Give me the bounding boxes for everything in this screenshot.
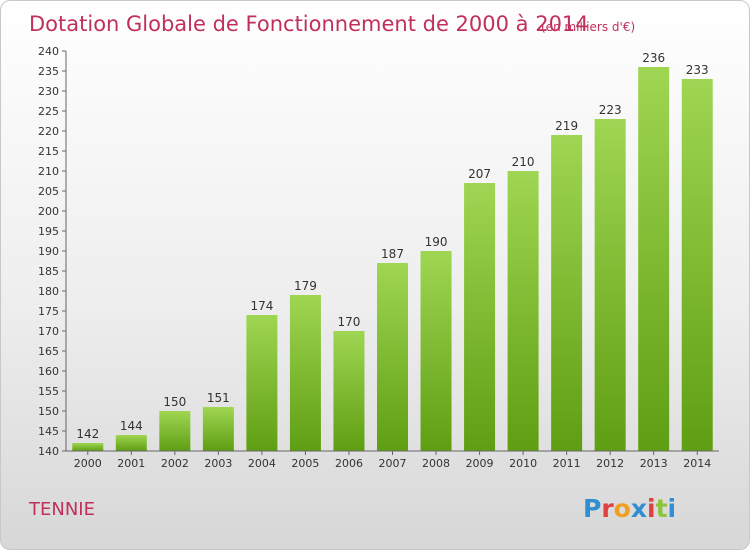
bar-2001 bbox=[115, 435, 147, 451]
bar-2009 bbox=[464, 183, 496, 451]
value-label-2004: 174 bbox=[250, 299, 273, 313]
bar-2004 bbox=[246, 315, 278, 451]
x-axis: 2000 2001 2002 2003 2004 2005 2006 2007 2008 2009… bbox=[66, 450, 719, 470]
y-tick-label: 205 bbox=[38, 185, 59, 198]
value-label-2006: 170 bbox=[338, 315, 361, 329]
y-tick-label: 155 bbox=[38, 385, 59, 398]
logo-letter: r bbox=[601, 494, 614, 523]
bars-group: 142 144 150 151 174 179 170 187 190 207 210 219 223 2… bbox=[72, 51, 713, 451]
commune-name: TENNIE bbox=[28, 499, 95, 520]
value-label-2014: 233 bbox=[686, 63, 709, 77]
y-tick-label: 220 bbox=[38, 125, 59, 138]
value-label-2010: 210 bbox=[512, 155, 535, 169]
chart-title: Dotation Globale de Fonctionnement de 20… bbox=[29, 12, 589, 36]
logo-letter: i bbox=[668, 494, 677, 523]
x-tick-label-2007: 2007 bbox=[379, 457, 407, 470]
y-tick-label: 145 bbox=[38, 425, 59, 438]
x-tick-label-2001: 2001 bbox=[117, 457, 145, 470]
proxiti-logo: Proxiti bbox=[583, 494, 676, 523]
y-tick-label: 165 bbox=[38, 345, 59, 358]
x-tick-label-2010: 2010 bbox=[509, 457, 537, 470]
value-label-2009: 207 bbox=[468, 167, 491, 181]
y-tick-label: 170 bbox=[38, 325, 59, 338]
value-label-2012: 223 bbox=[599, 103, 622, 117]
value-label-2002: 150 bbox=[163, 395, 186, 409]
x-tick-label-2003: 2003 bbox=[204, 457, 232, 470]
x-tick-label-2014: 2014 bbox=[683, 457, 711, 470]
y-tick-label: 140 bbox=[38, 445, 59, 458]
y-tick-label: 150 bbox=[38, 405, 59, 418]
y-tick-label: 190 bbox=[38, 245, 59, 258]
value-label-2003: 151 bbox=[207, 391, 230, 405]
y-tick-label: 235 bbox=[38, 65, 59, 78]
bar-2005 bbox=[289, 295, 321, 451]
value-label-2011: 219 bbox=[555, 119, 578, 133]
y-tick-label: 210 bbox=[38, 165, 59, 178]
bar-2007 bbox=[377, 263, 408, 451]
y-tick-label: 240 bbox=[38, 45, 59, 58]
y-tick-label: 175 bbox=[38, 305, 59, 318]
x-tick-label-2002: 2002 bbox=[161, 457, 189, 470]
proxiti-logo-text: Proxiti bbox=[583, 494, 676, 523]
y-tick-label: 230 bbox=[38, 85, 59, 98]
value-label-2008: 190 bbox=[425, 235, 448, 249]
y-tick-label: 195 bbox=[38, 225, 59, 238]
x-tick-label-2012: 2012 bbox=[596, 457, 624, 470]
x-tick-label-2009: 2009 bbox=[466, 457, 494, 470]
bar-2003 bbox=[202, 407, 234, 451]
x-tick-label-2011: 2011 bbox=[553, 457, 581, 470]
value-label-2007: 187 bbox=[381, 247, 404, 261]
chart-subtitle: (en milliers d'€) bbox=[541, 20, 635, 34]
y-tick-label: 185 bbox=[38, 265, 59, 278]
y-tick-label: 200 bbox=[38, 205, 59, 218]
y-axis: 140 145 150 155 160 165 170 175 180 185 190 195 200 2… bbox=[38, 45, 67, 458]
bar-2012 bbox=[594, 119, 626, 451]
value-label-2001: 144 bbox=[120, 419, 143, 433]
bar-2014 bbox=[681, 79, 713, 451]
x-tick-label-2006: 2006 bbox=[335, 457, 363, 470]
bar-2002 bbox=[159, 411, 191, 451]
x-tick-label-2008: 2008 bbox=[422, 457, 450, 470]
x-tick-label-2000: 2000 bbox=[74, 457, 102, 470]
x-tick-label-2013: 2013 bbox=[640, 457, 668, 470]
value-label-2000: 142 bbox=[76, 427, 99, 441]
logo-letter: P bbox=[583, 494, 601, 523]
x-tick-label-2004: 2004 bbox=[248, 457, 276, 470]
logo-letter: o bbox=[614, 494, 631, 523]
x-tick-label-2005: 2005 bbox=[291, 457, 319, 470]
value-label-2005: 179 bbox=[294, 279, 317, 293]
bar-2008 bbox=[420, 251, 452, 451]
bar-2006 bbox=[333, 331, 365, 451]
bar-2013 bbox=[638, 67, 670, 451]
value-label-2013: 236 bbox=[642, 51, 665, 65]
y-tick-label: 180 bbox=[38, 285, 59, 298]
y-tick-label: 225 bbox=[38, 105, 59, 118]
bar-2011 bbox=[551, 135, 583, 451]
bar-2010 bbox=[507, 171, 539, 451]
y-tick-label: 215 bbox=[38, 145, 59, 158]
logo-letter: i bbox=[647, 494, 656, 523]
logo-letter: t bbox=[656, 494, 668, 523]
bar-2000 bbox=[72, 443, 104, 451]
y-tick-label: 160 bbox=[38, 365, 59, 378]
logo-letter: x bbox=[631, 494, 647, 523]
